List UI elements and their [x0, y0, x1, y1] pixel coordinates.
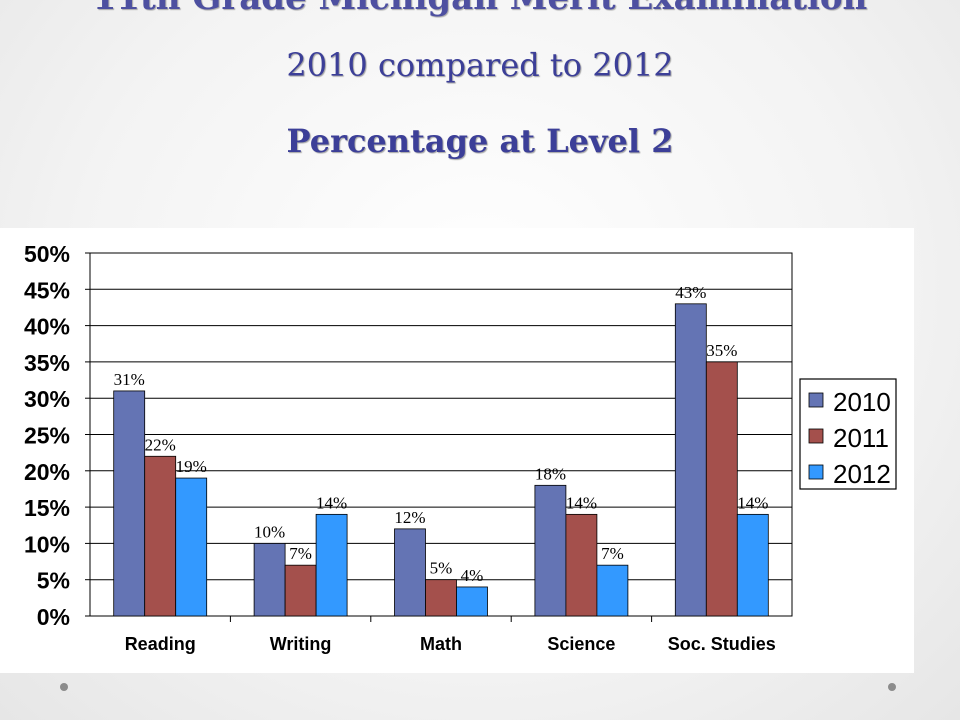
y-tick-label: 45% [24, 277, 70, 303]
data-label: 14% [737, 493, 768, 512]
data-label: 31% [114, 370, 145, 389]
data-label: 7% [289, 544, 312, 563]
legend-swatch [808, 464, 824, 480]
bar-2011 [425, 579, 457, 617]
slide-subtitle: Percentage at Level 2 [286, 122, 674, 160]
y-tick-label: 0% [37, 604, 70, 630]
next-slide-dot[interactable] [888, 683, 896, 691]
slide-title-line-1: 11th Grade Michigan Merit Examination [0, 0, 960, 18]
data-label: 7% [601, 544, 624, 563]
data-label: 12% [394, 508, 425, 527]
bar-2010 [253, 543, 286, 617]
bar-2010 [534, 484, 567, 617]
category-label: Science [547, 634, 615, 654]
category-label: Math [420, 634, 462, 654]
bar-2012 [596, 564, 629, 617]
data-label: 22% [145, 435, 176, 454]
legend-swatch [808, 392, 824, 408]
data-label: 14% [316, 493, 347, 512]
y-tick-label: 50% [24, 241, 70, 267]
category-label: Soc. Studies [668, 634, 776, 654]
data-label: 10% [254, 522, 285, 541]
category-label: Reading [125, 634, 196, 654]
bar-2010 [394, 528, 426, 617]
bar-2011 [284, 564, 317, 617]
data-label: 4% [461, 566, 484, 585]
y-tick-label: 35% [24, 350, 70, 376]
data-label: 35% [706, 341, 737, 360]
category-label: Writing [270, 634, 332, 654]
bar-2010 [674, 303, 707, 617]
bar-2011 [565, 513, 598, 617]
y-tick-label: 25% [24, 423, 70, 449]
bar-2012 [315, 513, 348, 617]
data-label: 5% [430, 559, 453, 578]
y-tick-label: 10% [24, 531, 70, 557]
y-tick-label: 30% [24, 386, 70, 412]
bar-2012 [175, 477, 208, 617]
bar-2011 [144, 455, 177, 617]
bar-2011 [705, 361, 738, 617]
data-label: 18% [535, 464, 566, 483]
legend-label: 2011 [833, 423, 889, 453]
bar-2012 [456, 586, 488, 617]
y-tick-label: 15% [24, 495, 70, 521]
slide-title-line-2: 2010 compared to 2012 [286, 46, 674, 84]
y-tick-label: 40% [24, 314, 70, 340]
prev-slide-dot[interactable] [60, 683, 68, 691]
data-label: 43% [675, 283, 706, 302]
legend-swatch [808, 428, 824, 444]
legend-label: 2010 [833, 387, 891, 417]
y-tick-label: 20% [24, 459, 70, 485]
data-label: 14% [566, 493, 597, 512]
bar-2012 [736, 513, 769, 617]
legend-label: 2012 [833, 459, 891, 489]
data-label: 19% [176, 457, 207, 476]
bar-2010 [113, 390, 146, 617]
y-tick-label: 5% [37, 568, 70, 594]
